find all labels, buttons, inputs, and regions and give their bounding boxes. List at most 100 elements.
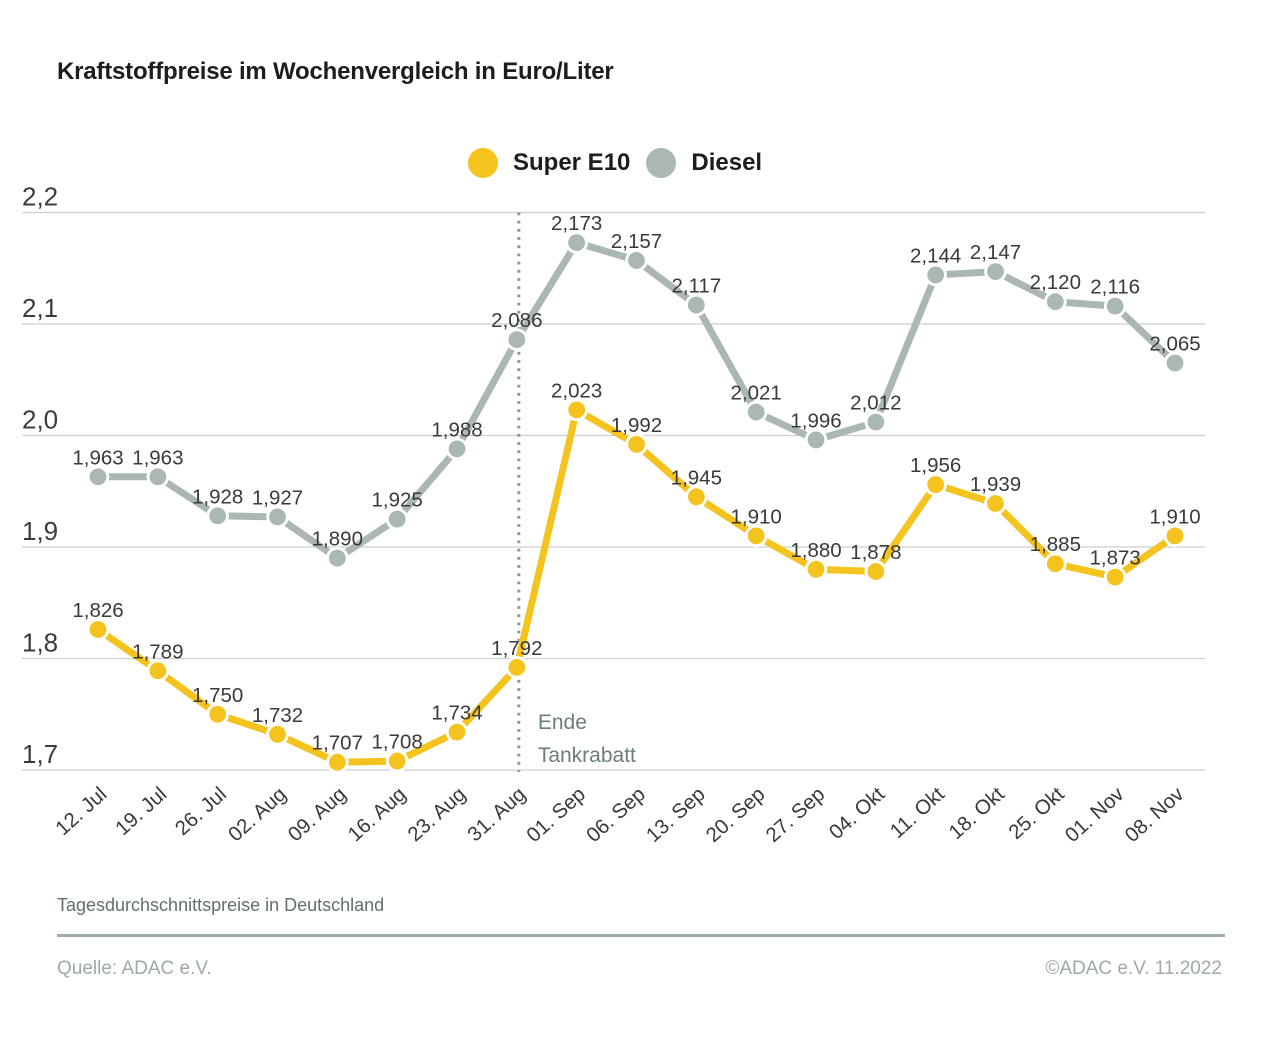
data-point — [269, 508, 286, 526]
data-label: 2,012 — [850, 392, 901, 415]
data-point — [747, 403, 765, 421]
data-point — [687, 488, 705, 506]
x-tick-label: 08. Nov — [1120, 782, 1188, 847]
gridlines: 1,7 1,8 1,9 2,0 2,1 2,2 — [22, 182, 1205, 771]
data-point — [927, 476, 945, 493]
y-tick-label: 1,8 — [22, 628, 58, 658]
data-label: 1,708 — [372, 731, 423, 754]
x-tick-label: 01. Sep — [522, 783, 590, 847]
x-tick-label: 13. Sep — [642, 783, 710, 847]
legend-label: Diesel — [691, 149, 763, 176]
legend: Super E10 Diesel — [468, 148, 762, 178]
data-point — [508, 331, 526, 349]
tankrabatt-annotation: Ende Tankrabatt — [538, 711, 636, 767]
data-label: 2,023 — [551, 379, 602, 402]
legend-dot-icon — [646, 148, 677, 178]
data-point — [1106, 297, 1124, 315]
data-label: 2,065 — [1149, 333, 1200, 356]
data-point — [867, 413, 885, 431]
data-point — [807, 431, 825, 449]
legend-item: Super E10 — [468, 148, 630, 178]
data-label: 1,956 — [910, 454, 961, 477]
data-label: 1,910 — [731, 505, 782, 528]
data-label: 1,732 — [252, 704, 303, 727]
data-label: 1,910 — [1149, 505, 1200, 528]
x-tick-label: 12. Jul — [51, 783, 111, 841]
data-point — [448, 723, 466, 741]
data-point — [1046, 293, 1064, 311]
data-point — [328, 549, 346, 567]
data-point — [149, 468, 167, 486]
x-tick-label: 27. Sep — [761, 783, 829, 847]
y-tick-label: 1,7 — [22, 739, 58, 769]
data-label: 1,880 — [790, 539, 841, 562]
data-label: 1,927 — [252, 486, 303, 509]
y-tick-label: 2,0 — [22, 405, 58, 435]
data-point — [927, 266, 945, 284]
data-point — [807, 560, 825, 578]
series-super-e10: 1,826 1,789 1,750 1,732 1,707 1,708 1,734 1,792… — [72, 379, 1201, 774]
data-point — [149, 662, 167, 680]
data-label: 1,734 — [431, 702, 482, 725]
x-tick-label: 25. Okt — [1004, 782, 1069, 844]
x-tick-label: 06. Sep — [582, 783, 650, 847]
data-label: 1,885 — [1030, 533, 1081, 556]
source-text: Quelle: ADAC e.V. — [57, 958, 212, 979]
data-point — [987, 495, 1004, 512]
annotation-line: Ende — [538, 711, 587, 734]
annotation-line: Tankrabatt — [538, 744, 636, 767]
data-point — [269, 725, 286, 743]
data-label: 1,945 — [671, 466, 722, 489]
footer-note: Tagesdurchschnittspreise in Deutschland — [57, 895, 385, 915]
data-point — [508, 659, 526, 676]
data-label: 1,789 — [132, 640, 183, 663]
data-point — [568, 401, 586, 419]
data-point — [209, 507, 227, 525]
x-tick-label: 31. Aug — [463, 783, 530, 847]
data-point — [867, 563, 885, 580]
y-tick-label: 2,2 — [22, 182, 58, 212]
data-point — [987, 263, 1004, 280]
legend-item: Diesel — [646, 148, 762, 178]
copyright-text: ©ADAC e.V. 11.2022 — [1045, 958, 1222, 979]
data-point — [448, 440, 466, 458]
data-point — [89, 621, 107, 638]
x-tick-label: 11. Okt — [886, 782, 950, 842]
data-point — [568, 234, 586, 252]
data-point — [89, 468, 107, 486]
data-point — [388, 510, 406, 528]
data-label: 2,086 — [491, 309, 542, 332]
data-point — [1166, 354, 1184, 372]
data-label: 2,117 — [671, 275, 721, 298]
data-label: 2,144 — [910, 244, 961, 267]
data-point — [1046, 555, 1064, 573]
x-tick-label: 09. Aug — [284, 783, 351, 847]
data-point — [628, 252, 645, 269]
data-point — [1106, 568, 1124, 586]
data-label: 1,826 — [72, 599, 123, 622]
data-label: 1,939 — [970, 473, 1021, 496]
x-tick-label: 19. Jul — [111, 783, 171, 841]
data-label: 1,963 — [132, 446, 183, 469]
data-label: 2,157 — [611, 230, 662, 253]
data-label: 1,928 — [192, 485, 243, 508]
x-tick-label: 18. Okt — [944, 782, 1009, 844]
x-tick-label: 04. Okt — [825, 782, 890, 844]
x-tick-label: 26. Jul — [171, 783, 231, 841]
data-label: 2,173 — [551, 212, 602, 235]
data-label: 1,707 — [312, 732, 363, 755]
legend-label: Super E10 — [513, 149, 631, 176]
x-tick-label: 01. Nov — [1061, 782, 1129, 847]
y-tick-label: 1,9 — [22, 516, 58, 546]
data-label: 2,116 — [1090, 276, 1140, 299]
data-point — [209, 705, 227, 723]
data-point — [388, 752, 406, 770]
data-label: 1,792 — [491, 637, 542, 660]
data-label: 1,988 — [431, 418, 482, 441]
legend-dot-icon — [468, 148, 498, 178]
x-tick-label: 16. Aug — [343, 783, 410, 847]
data-label: 2,147 — [970, 241, 1021, 264]
data-point — [1166, 527, 1184, 545]
series-diesel: 1,963 1,963 1,928 1,927 1,890 1,925 1,988 2,086… — [72, 212, 1201, 570]
